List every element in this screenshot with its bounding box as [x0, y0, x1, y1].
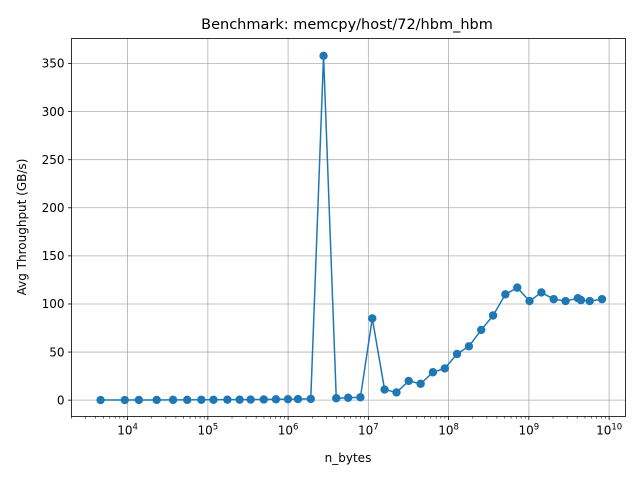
data-point [152, 395, 161, 405]
data-point [283, 394, 293, 404]
data-point [168, 395, 178, 405]
data-point [392, 388, 401, 397]
data-point [416, 379, 425, 388]
x-tick-label: 105 [197, 423, 218, 438]
data-point [319, 51, 328, 61]
y-tick-label: 100 [42, 297, 65, 311]
data-point [293, 394, 303, 404]
data-point [197, 395, 206, 404]
y-tick-label: 200 [42, 201, 65, 215]
x-axis: 104 105 106 107 108 109 1010 [71, 416, 622, 438]
data-point [368, 314, 377, 323]
x-tick-label: 1010 [596, 423, 622, 438]
x-tick-label: 104 [117, 423, 138, 438]
data-point [488, 311, 498, 320]
data-point [120, 395, 129, 405]
data-point [561, 296, 570, 306]
data-point [513, 283, 522, 292]
data-point [525, 296, 534, 306]
data-point [477, 325, 486, 335]
grid-lines [71, 38, 626, 417]
y-axis: 0 50 100 150 200 250 300 350 [42, 57, 72, 407]
data-point [343, 393, 353, 402]
y-axis-label: Avg Throughput (GB/s) [15, 159, 29, 296]
data-point [96, 395, 105, 405]
data-point [271, 395, 281, 404]
data-point [259, 395, 268, 404]
data-point [464, 342, 474, 351]
series-line [100, 55, 603, 401]
data-point [576, 295, 586, 305]
data-point [585, 296, 594, 306]
y-tick-label: 0 [57, 393, 65, 407]
data-point [440, 364, 449, 373]
chart-title: Benchmark: memcpy/host/72/hbm_hbm [201, 17, 493, 33]
data-point [537, 288, 546, 297]
y-tick-label: 250 [42, 153, 65, 167]
data-point [452, 349, 462, 359]
y-tick-label: 50 [49, 345, 64, 359]
data-point [428, 368, 438, 377]
x-tick-label: 107 [358, 423, 379, 438]
data-point [332, 394, 341, 403]
data-series [96, 51, 607, 405]
x-tick-label: 108 [438, 423, 459, 438]
data-point [209, 395, 218, 404]
data-point [235, 395, 244, 404]
data-point [223, 395, 232, 404]
y-tick-label: 300 [42, 105, 65, 119]
data-point [501, 290, 510, 299]
y-tick-label: 150 [42, 249, 65, 263]
x-tick-label: 106 [278, 423, 299, 438]
x-tick-label: 109 [519, 423, 540, 438]
plot-area-frame [71, 38, 626, 417]
y-tick-label: 350 [42, 57, 65, 71]
data-point [597, 294, 607, 304]
data-point [306, 394, 315, 404]
x-axis-label: n_bytes [325, 451, 372, 465]
data-point [380, 385, 389, 394]
data-point [182, 395, 192, 405]
data-point [246, 395, 255, 404]
data-point [134, 395, 144, 405]
data-point [356, 393, 365, 402]
data-point [549, 294, 558, 304]
data-point [404, 376, 413, 386]
